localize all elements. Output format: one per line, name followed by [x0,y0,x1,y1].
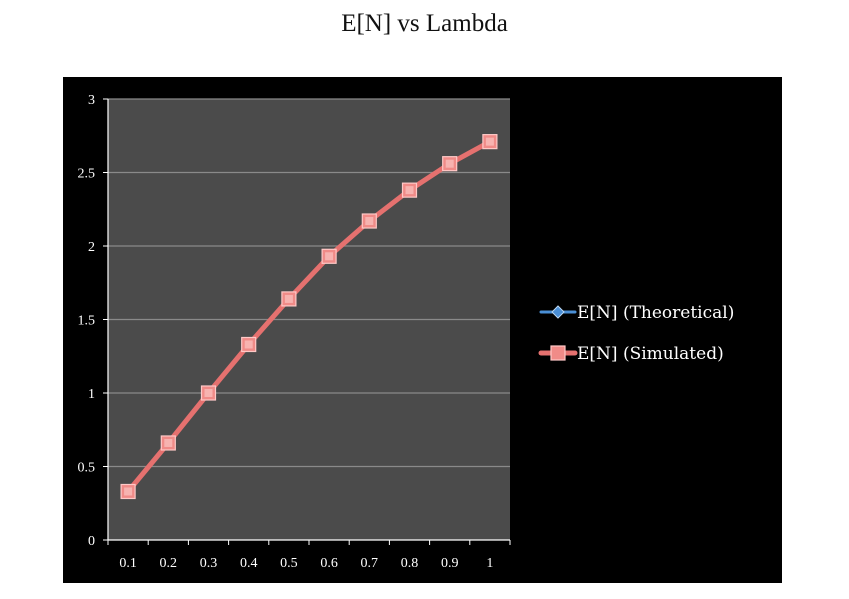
x-tick-label: 0.6 [320,556,338,571]
x-tick-label: 0.8 [401,556,419,571]
data-point-highlight [405,186,414,195]
data-point-highlight [124,487,133,496]
legend-label: E[N] (Theoretical) [577,303,734,323]
y-tick-label: 2 [88,240,95,255]
data-point-highlight [445,159,454,168]
gridlines [108,98,510,468]
y-tick-label: 3 [88,93,95,108]
y-tick-label: 1.5 [78,314,96,329]
x-tick-label: 0.2 [160,556,178,571]
axes [103,98,511,545]
series-line [125,139,493,494]
x-tick-label: 0.5 [280,556,298,571]
x-tick-label: 0.9 [441,556,459,571]
legend-item: E[N] (Simulated) [538,344,724,364]
y-tick-labels: 0 0.5 1 1.5 2 2.5 3 [78,93,96,549]
data-point-highlight [164,438,173,447]
x-tick-labels: 0.1 0.2 0.3 0.4 0.5 0.6 0.7 0.8 0.9 1 [119,556,493,571]
legend-marker [551,305,565,319]
data-point-highlight [325,252,334,261]
y-tick-label: 0.5 [78,461,96,476]
x-tick-label: 1 [486,556,493,571]
x-tick-label: 0.1 [119,556,137,571]
x-tick-label: 0.4 [240,556,258,571]
legend-marker [550,345,566,361]
series-2 [120,134,498,500]
x-tick-label: 0.7 [361,556,379,571]
data-point-highlight [204,389,213,397]
legend: E[N] (Theoretical) E[N] (Simulated) [538,303,734,364]
legend-label: E[N] (Simulated) [577,344,724,364]
chart-frame: 0 0.5 1 1.5 2 2.5 3 0.1 0.2 0.3 0.4 0.5 0.6 0.7 0.8 0.… [63,77,782,583]
chart-title: E[N] vs Lambda [341,10,508,37]
data-point-highlight [244,340,253,349]
data-point-highlight [365,217,374,226]
y-tick-label: 2.5 [78,167,96,182]
data-point-highlight [284,294,293,303]
line-chart: 00.511.522.53 0.1 0.2 0.3 0.4 0.5 0.6 0.7 0.8 0.… [78,93,735,571]
legend-item: E[N] (Theoretical) [539,303,734,323]
series-group [120,134,498,500]
y-tick-label: 0 [88,534,95,549]
data-point-highlight [485,137,494,146]
x-tick-label: 0.3 [200,556,218,571]
y-tick-label: 1 [88,387,95,402]
